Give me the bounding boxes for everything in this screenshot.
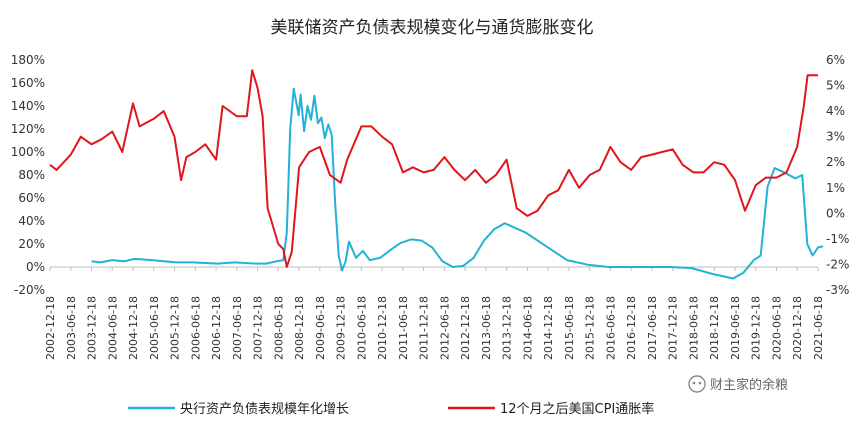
- right-tick-label: -3%: [826, 283, 849, 297]
- left-tick-label: 160%: [11, 76, 45, 90]
- x-tick-label: 2010-06-18: [355, 296, 368, 360]
- x-tick-label: 2005-06-18: [148, 296, 161, 360]
- x-tick-label: 2013-06-18: [480, 296, 493, 360]
- x-tick-label: 2007-06-18: [231, 296, 244, 360]
- x-tick-label: 2012-12-18: [459, 296, 472, 360]
- left-tick-label: 100%: [11, 145, 45, 159]
- right-tick-label: 2%: [826, 155, 845, 169]
- chart-legend: 央行资产负债表规模年化增长 12个月之后美国CPI通胀率: [128, 401, 654, 417]
- x-tick-label: 2004-06-18: [106, 296, 119, 360]
- x-tick-label: 2011-12-18: [418, 296, 431, 360]
- right-tick-label: -1%: [826, 232, 849, 246]
- right-tick-label: 1%: [826, 181, 845, 195]
- x-tick-label: 2005-12-18: [169, 296, 182, 360]
- wechat-icon-eye-right: [698, 381, 702, 385]
- left-tick-label: 140%: [11, 99, 45, 113]
- x-tick-label: 2009-06-18: [314, 296, 327, 360]
- wechat-icon-eye-left: [692, 381, 696, 385]
- axes-group: -20% 0% 20% 40% 60% 80% 100% 120% 140% 160% 180% -3…: [11, 53, 850, 360]
- x-tick-label: 2013-12-18: [501, 296, 514, 360]
- x-tick-label: 2021-06-18: [812, 296, 825, 360]
- x-tick-label: 2015-12-18: [584, 296, 597, 360]
- plot-group: [49, 69, 824, 280]
- x-tick-label: 2008-12-18: [293, 296, 306, 360]
- x-tick-label: 2012-06-18: [438, 296, 451, 360]
- x-tick-label: 2007-12-18: [252, 296, 265, 360]
- right-tick-label: -2%: [826, 257, 849, 271]
- x-tick-label: 2018-06-18: [687, 296, 700, 360]
- x-tick-label: 2003-12-18: [86, 296, 99, 360]
- legend-label-cpi: 12个月之后美国CPI通胀率: [500, 401, 654, 417]
- wechat-icon: [688, 375, 706, 393]
- x-tick-label: 2010-12-18: [376, 296, 389, 360]
- left-tick-label: 80%: [18, 168, 45, 182]
- x-tick-label: 2002-12-18: [44, 296, 57, 360]
- x-tick-label: 2014-06-18: [521, 296, 534, 360]
- left-tick-label: 60%: [18, 191, 45, 205]
- right-tick-label: 6%: [826, 53, 845, 67]
- x-tick-label: 2014-12-18: [542, 296, 555, 360]
- left-tick-label: 0%: [26, 260, 45, 274]
- x-tick-label: 2009-12-18: [335, 296, 348, 360]
- series-line-cpi: [49, 69, 818, 268]
- left-tick-label: 180%: [11, 53, 45, 67]
- watermark: 财主家的余粮: [688, 375, 788, 393]
- x-tick-label: 2016-12-18: [625, 296, 638, 360]
- x-tick-label: 2003-06-18: [65, 296, 78, 360]
- x-tick-label: 2006-12-18: [210, 296, 223, 360]
- left-tick-label: 20%: [18, 237, 45, 251]
- x-tick-label: 2011-06-18: [397, 296, 410, 360]
- series-line-balance: [91, 87, 824, 280]
- x-tick-label: 2015-06-18: [563, 296, 576, 360]
- x-tick-label: 2019-06-18: [729, 296, 742, 360]
- x-tick-label: 2008-06-18: [272, 296, 285, 360]
- left-tick-label: 120%: [11, 122, 45, 136]
- x-tick-label: 2020-06-18: [770, 296, 783, 360]
- right-tick-label: 0%: [826, 206, 845, 220]
- x-tick-label: 2019-12-18: [750, 296, 763, 360]
- x-tick-label: 2017-12-18: [667, 296, 680, 360]
- x-tick-label: 2004-12-18: [127, 296, 140, 360]
- chart-title: 美联储资产负债表规模变化与通货膨胀变化: [271, 18, 594, 38]
- right-tick-label: 3%: [826, 130, 845, 144]
- x-tick-label: 2018-12-18: [708, 296, 721, 360]
- x-tick-label: 2016-06-18: [604, 296, 617, 360]
- watermark-text: 财主家的余粮: [710, 377, 788, 393]
- legend-label-balance: 央行资产负债表规模年化增长: [180, 402, 349, 417]
- x-tick-label: 2017-06-18: [646, 296, 659, 360]
- x-tick-label: 2006-06-18: [189, 296, 202, 360]
- left-tick-label: -20%: [14, 283, 45, 297]
- x-tick-label: 2020-12-18: [791, 296, 804, 360]
- right-tick-label: 5%: [826, 79, 845, 93]
- right-tick-label: 4%: [826, 104, 845, 118]
- left-tick-label: 40%: [18, 214, 45, 228]
